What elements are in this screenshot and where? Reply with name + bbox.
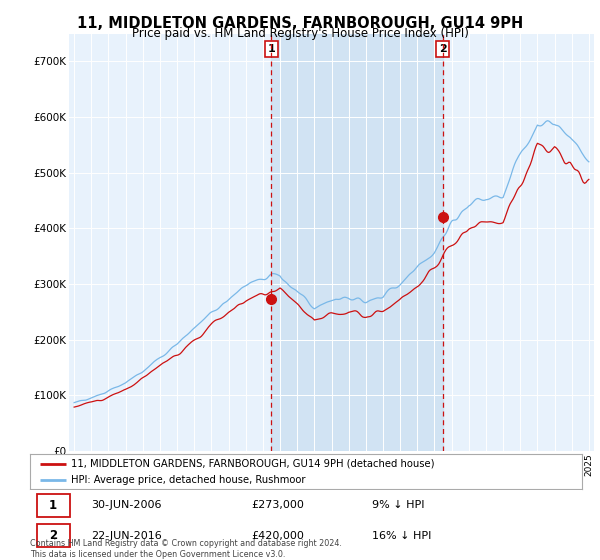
Text: 11, MIDDLETON GARDENS, FARNBOROUGH, GU14 9PH (detached house): 11, MIDDLETON GARDENS, FARNBOROUGH, GU14…	[71, 459, 435, 469]
Text: 2: 2	[439, 44, 446, 54]
Text: 9% ↓ HPI: 9% ↓ HPI	[372, 501, 425, 510]
Text: £420,000: £420,000	[251, 531, 304, 540]
Text: Contains HM Land Registry data © Crown copyright and database right 2024.
This d: Contains HM Land Registry data © Crown c…	[30, 539, 342, 559]
Text: 30-JUN-2006: 30-JUN-2006	[91, 501, 161, 510]
Text: 2: 2	[49, 529, 57, 542]
Text: 16% ↓ HPI: 16% ↓ HPI	[372, 531, 431, 540]
Text: HPI: Average price, detached house, Rushmoor: HPI: Average price, detached house, Rush…	[71, 474, 306, 484]
Text: 1: 1	[268, 44, 275, 54]
FancyBboxPatch shape	[37, 524, 70, 547]
Text: £273,000: £273,000	[251, 501, 304, 510]
Text: Price paid vs. HM Land Registry's House Price Index (HPI): Price paid vs. HM Land Registry's House …	[131, 27, 469, 40]
FancyBboxPatch shape	[37, 494, 70, 517]
Bar	[271, 34, 443, 451]
Text: 22-JUN-2016: 22-JUN-2016	[91, 531, 161, 540]
Text: 11, MIDDLETON GARDENS, FARNBOROUGH, GU14 9PH: 11, MIDDLETON GARDENS, FARNBOROUGH, GU14…	[77, 16, 523, 31]
Text: 1: 1	[49, 499, 57, 512]
